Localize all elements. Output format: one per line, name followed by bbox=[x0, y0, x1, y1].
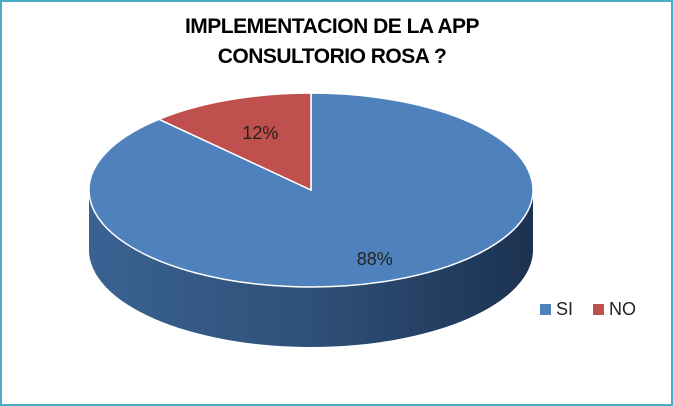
slice bbox=[157, 92, 312, 192]
slice-side bbox=[89, 190, 533, 347]
data-label: 88% bbox=[357, 249, 393, 269]
legend-label: NO bbox=[609, 299, 636, 319]
data-label: 12% bbox=[242, 123, 278, 143]
legend-swatch bbox=[540, 304, 551, 315]
legend-label: SI bbox=[556, 299, 573, 319]
chart-title: IMPLEMENTACION DE LA APP CONSULTORIO ROS… bbox=[184, 15, 480, 68]
legend-swatch bbox=[593, 304, 605, 315]
